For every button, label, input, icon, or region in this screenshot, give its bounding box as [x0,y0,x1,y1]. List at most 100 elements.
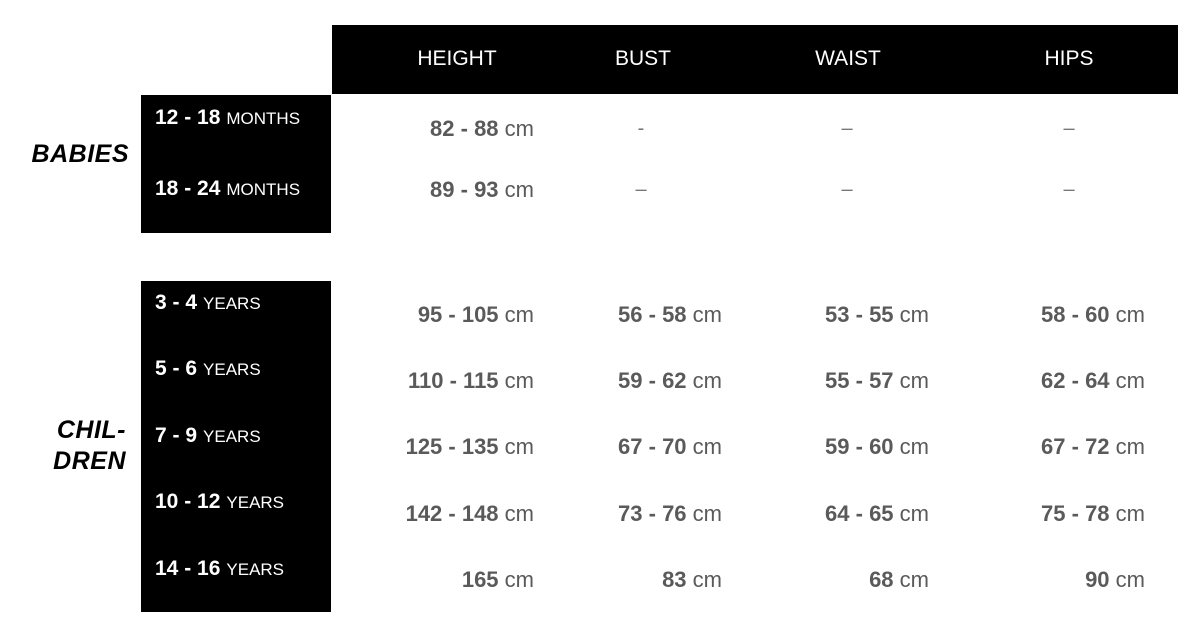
unit-label: cm [692,302,722,327]
children-age-box [141,281,331,612]
age-range: 10 - 12 [155,490,221,513]
measurement-number: 53 - 55 [825,302,894,327]
age-label: 14 - 16 YEARS [155,557,284,581]
age-unit: YEARS [203,427,261,446]
age-label: 5 - 6 YEARS [155,357,261,381]
age-range: 7 - 9 [155,424,198,447]
unit-label: cm [692,501,722,526]
measurement-number: 142 - 148 [405,501,499,526]
hips-value: – [1063,178,1075,201]
unit-label: cm [1115,302,1145,327]
group-label-children: CHIL- DREN [53,416,126,475]
unit-label: cm [1115,434,1145,459]
waist-value: 64 - 65 cm [825,501,929,527]
measurement-number: 62 - 64 [1041,368,1110,393]
height-value: 165 cm [462,567,534,593]
unit-label: cm [1115,567,1145,592]
measurement-number: 64 - 65 [825,501,894,526]
unit-label: cm [504,302,534,327]
age-range: 5 - 6 [155,357,198,380]
measurement-number: 90 [1085,567,1110,592]
age-label: 7 - 9 YEARS [155,424,261,448]
unit-label: cm [1115,368,1145,393]
bust-value: – [635,178,647,201]
measurement-number: 110 - 115 [408,368,499,393]
hips-value: – [1063,117,1075,140]
height-value: 89 - 93 cm [430,177,534,203]
height-value: 125 - 135 cm [406,434,534,460]
hips-value: 75 - 78 cm [1041,501,1145,527]
bust-value: 83 cm [662,567,722,593]
age-label: 10 - 12 YEARS [155,490,284,514]
hips-value: 62 - 64 cm [1041,368,1145,394]
unit-label: cm [504,501,534,526]
age-label: 12 - 18 MONTHS [155,106,300,130]
unit-label: cm [899,368,929,393]
age-unit: YEARS [203,360,261,379]
header-bust: BUST [614,47,672,70]
age-label: 18 - 24 MONTHS [155,177,300,201]
unit-label: cm [1115,501,1145,526]
unit-label: cm [899,434,929,459]
measurement-number: 82 - 88 [430,116,499,141]
height-value: 82 - 88 cm [430,116,534,142]
measurement-number: 58 - 60 [1041,302,1110,327]
age-label: 3 - 4 YEARS [155,291,261,315]
bust-value: 73 - 76 cm [618,501,722,527]
age-range: 18 - 24 [155,177,221,200]
waist-value: 55 - 57 cm [825,368,929,394]
measurement-number: 59 - 62 [618,368,687,393]
unit-label: cm [504,177,534,202]
unit-label: cm [692,567,722,592]
header-height: HEIGHT [417,47,497,70]
column-header-bar: HEIGHT BUST WAIST HIPS [332,25,1178,94]
height-value: 110 - 115 cm [408,368,534,394]
age-range: 14 - 16 [155,557,221,580]
unit-label: cm [504,116,534,141]
height-value: 142 - 148 cm [406,501,534,527]
age-unit: YEARS [226,493,285,512]
measurement-number: 56 - 58 [618,302,687,327]
measurement-number: 59 - 60 [825,434,894,459]
age-unit: YEARS [203,294,261,313]
waist-value: 68 cm [869,567,929,593]
hips-value: 67 - 72 cm [1041,434,1145,460]
bust-value: 67 - 70 cm [618,434,722,460]
age-unit: MONTHS [226,109,301,128]
unit-label: cm [504,368,534,393]
measurement-number: 83 [662,567,687,592]
measurement-number: 165 [461,567,499,592]
unit-label: cm [692,434,722,459]
bust-value: 56 - 58 cm [618,302,722,328]
height-value: 95 - 105 cm [418,302,534,328]
measurement-number: 125 - 135 [405,434,499,459]
measurement-number: 67 - 70 [618,434,687,459]
header-waist: WAIST [815,47,881,70]
unit-label: cm [504,567,534,592]
bust-value: 59 - 62 cm [618,368,722,394]
unit-label: cm [899,302,929,327]
hips-value: 58 - 60 cm [1041,302,1145,328]
measurement-number: 55 - 57 [825,368,894,393]
age-range: 12 - 18 [155,106,221,129]
unit-label: cm [899,567,929,592]
group-label-babies: BABIES [31,140,129,168]
age-unit: MONTHS [226,180,301,199]
waist-value: – [841,178,853,201]
waist-value: 53 - 55 cm [825,302,929,328]
waist-value: – [841,117,853,140]
measurement-number: 89 - 93 [430,177,499,202]
babies-age-box [141,95,331,233]
unit-label: cm [504,434,534,459]
measurement-number: 68 [869,567,894,592]
bust-value: - [637,117,645,140]
hips-value: 90 cm [1085,567,1145,593]
header-hips: HIPS [1044,47,1094,70]
unit-label: cm [692,368,722,393]
unit-label: cm [899,501,929,526]
age-unit: YEARS [226,560,285,579]
waist-value: 59 - 60 cm [825,434,929,460]
measurement-number: 73 - 76 [618,501,687,526]
measurement-number: 67 - 72 [1041,434,1110,459]
measurement-number: 95 - 105 [417,302,499,327]
